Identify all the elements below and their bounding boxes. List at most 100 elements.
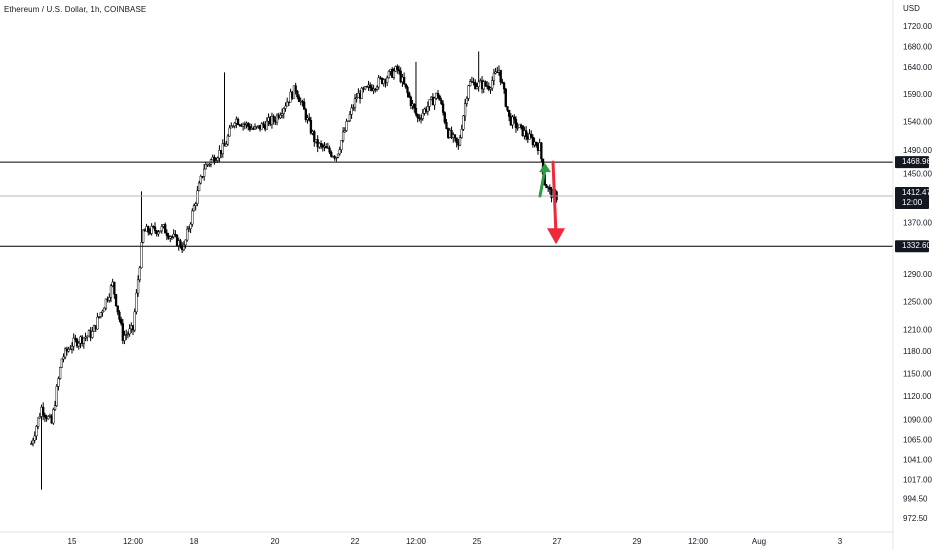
candle [58,366,62,380]
candle-body [64,348,67,358]
candle [97,316,101,319]
candle-body [62,356,65,360]
price-tick-label: 1150.00 [903,369,932,378]
candle [352,104,355,111]
candle-body [199,176,202,184]
candle [265,117,269,130]
candle-body [189,223,192,229]
candle [208,162,211,168]
candle-body [43,414,47,418]
candle-body [377,77,380,88]
candle-body [463,103,467,117]
candle-body [502,82,506,90]
candle [350,104,353,119]
candle [513,114,516,124]
candle [170,235,174,240]
candle [396,64,399,74]
candle [52,407,55,425]
candle [369,82,372,92]
candle [465,96,468,107]
candle-body [121,323,124,341]
candle [387,70,391,79]
price-tick-label: 1090.00 [903,416,932,425]
candle-body [128,328,131,335]
candle [304,107,307,123]
candle [72,333,75,351]
candle-body [508,109,511,117]
candle [386,75,389,87]
candle [77,341,80,350]
candle [487,82,490,92]
candle-body [548,187,551,190]
candle-body [241,123,245,127]
candle [35,424,38,441]
candle [42,402,45,421]
candle-body [518,124,521,128]
candle [165,229,169,241]
candle [233,121,236,129]
price-tick-label: 1590.00 [903,90,932,99]
candle-body [136,279,140,294]
candle-body [330,151,333,157]
candle-body [255,126,258,128]
time-tick-label: 29 [633,537,642,546]
candle [308,113,311,122]
candle [223,72,226,147]
level-badge-resistance-text: 1468.96 [902,157,931,166]
candle-body [67,348,70,352]
candle-body [42,406,45,416]
level-badge-support-text: 1332.60 [902,241,931,250]
candle [203,163,206,181]
candle [491,76,494,92]
candle-body [519,124,523,126]
candle [36,417,40,430]
candle [55,384,58,407]
price-tick-label: 1490.00 [903,146,932,155]
candle-body [197,182,201,192]
candle-body [165,232,169,236]
levels-layer [0,161,893,247]
candle [192,203,196,212]
candle-body [272,116,275,121]
candles-layer [30,51,558,490]
candle [140,191,143,269]
candle [275,113,279,126]
candle-body [253,126,257,130]
candle [33,431,36,444]
candle-body [101,310,104,313]
time-tick-label: 12:00 [406,537,427,546]
candle-body [328,147,331,153]
candle [419,114,423,124]
candle [421,109,424,121]
candle-body [192,205,196,212]
candle-body [419,118,423,120]
candle-body [123,335,126,341]
candle [297,94,301,102]
candle-body [355,97,358,99]
candle [499,69,502,86]
candle [38,412,41,419]
candle-body [60,358,63,368]
time-tick-label: 15 [68,537,77,546]
candle-body [348,114,352,122]
candle [504,87,507,108]
candle [147,225,150,236]
candle-body [421,113,424,119]
candle [286,97,289,107]
candle [433,96,436,110]
candle-body [187,228,191,230]
candle [318,142,321,149]
candle [62,353,65,363]
candle-body [397,69,401,72]
candle [418,114,421,122]
candle-body [118,311,121,320]
candle-body [319,143,323,146]
candle [409,95,413,110]
candle [113,281,116,299]
candle [262,121,265,129]
candle [330,150,333,158]
candle [475,83,479,90]
